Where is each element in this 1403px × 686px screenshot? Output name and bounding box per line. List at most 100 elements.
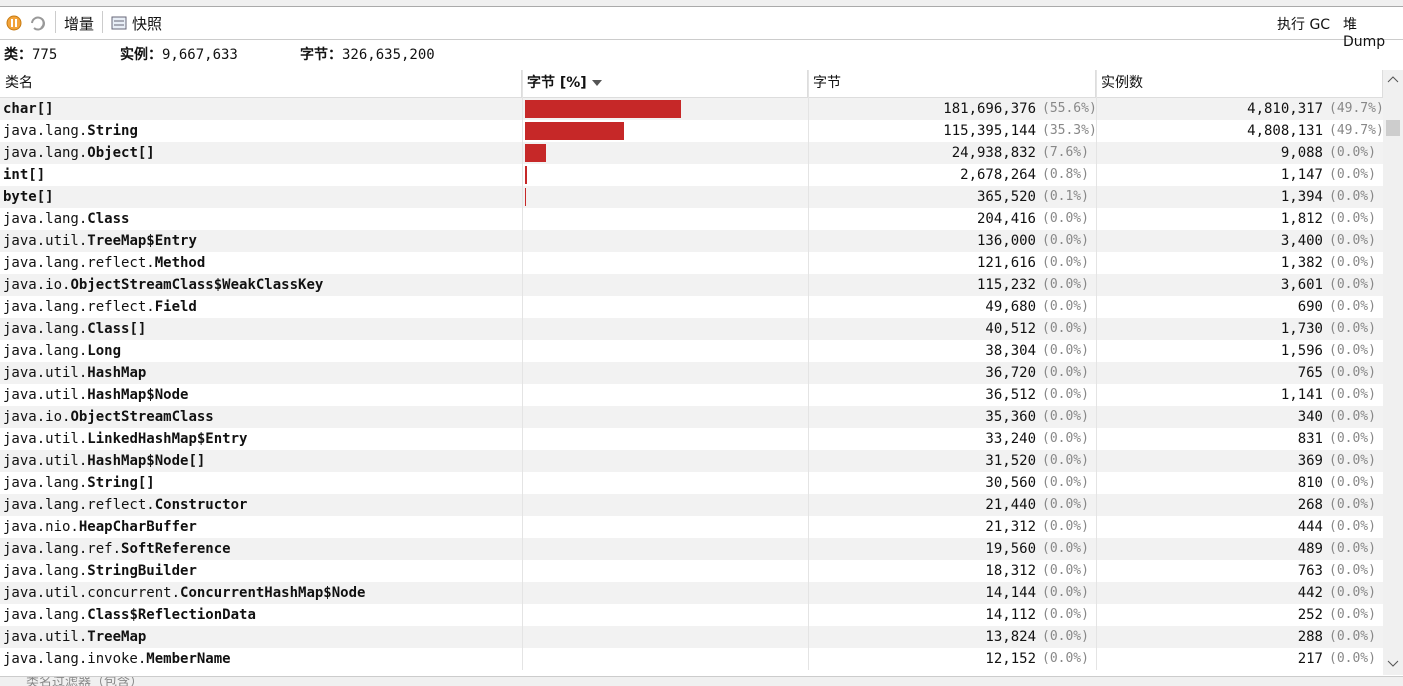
header-bytes[interactable]: 字节 [808, 70, 1096, 97]
table-header: 类名 字节 [%] 字节 实例数 [0, 70, 1383, 98]
table-row[interactable]: java.lang.Class$ReflectionData 14,112 (0.0… [0, 604, 1383, 626]
bytes-percent: (0.0%) [1042, 318, 1096, 340]
bytes-value: 24,938,832 [808, 142, 1036, 164]
package-name: java.lang. [3, 123, 87, 139]
table-row[interactable]: java.lang.reflect.Constructor 21,440 (0.0%… [0, 494, 1383, 516]
package-name: java.lang. [3, 563, 87, 579]
bytes-value: 21,440 [808, 494, 1036, 516]
bytes-value: 38,304 [808, 340, 1036, 362]
class-simple-name: ConcurrentHashMap$Node [180, 585, 365, 601]
class-simple-name: HashMap [87, 365, 146, 381]
instances-value: 763 [1096, 560, 1323, 582]
header-name[interactable]: 类名 [0, 70, 522, 97]
bytes-percent: (0.0%) [1042, 252, 1096, 274]
table-row[interactable]: int[]2,678,264(0.8%)1,147(0.0%) [0, 164, 1383, 186]
table-row[interactable]: java.util.HashMap$Node[]31,520(0.0%)369(… [0, 450, 1383, 472]
bytes-percent: (0.0%) [1042, 648, 1096, 670]
bytes-value: 19,560 [808, 538, 1036, 560]
instances-value: 340 [1096, 406, 1323, 428]
instances-value: 489 [1096, 538, 1323, 560]
bytes-percent: (0.0%) [1042, 604, 1096, 626]
column-separator [1096, 70, 1097, 670]
class-simple-name: StringBuilder [87, 563, 197, 579]
instances-percent: (0.0%) [1329, 208, 1383, 230]
class-simple-name: String[] [87, 475, 154, 491]
class-simple-name: ObjectStreamClass$WeakClassKey [70, 277, 323, 293]
class-name: java.lang.Class$ReflectionData [3, 604, 520, 626]
instances-value: 1,147 [1096, 164, 1323, 186]
table-row[interactable]: java.lang.Class[]40,512(0.0%)1,730(0.0%) [0, 318, 1383, 340]
instances-percent: (0.0%) [1329, 538, 1383, 560]
instances-percent: (0.0%) [1329, 626, 1383, 648]
instances-percent: (0.0%) [1329, 648, 1383, 670]
bytes-value: 14,112 [808, 604, 1036, 626]
snapshot-button[interactable]: 快照 [132, 13, 162, 34]
instances-percent: (0.0%) [1329, 318, 1383, 340]
class-simple-name: Class$ReflectionData [87, 607, 256, 623]
bytes-value: 13,824 [808, 626, 1036, 648]
table-row[interactable]: byte[]365,520(0.1%)1,394(0.0%) [0, 186, 1383, 208]
package-name: java.lang. [3, 145, 87, 161]
header-instances[interactable]: 实例数 [1096, 70, 1383, 97]
instances-value: 1,596 [1096, 340, 1323, 362]
instances-percent: (0.0%) [1329, 142, 1383, 164]
bytes-value: 49,680 [808, 296, 1036, 318]
delta-button[interactable]: 增量 [64, 13, 94, 34]
class-simple-name: HashMap$Node [87, 387, 188, 403]
package-name: java.util. [3, 453, 87, 469]
instances-value: 9,088 [1096, 142, 1323, 164]
class-name: java.lang.Long [3, 340, 520, 362]
class-name: char[] [3, 98, 520, 120]
instances-value: 690 [1096, 296, 1323, 318]
class-simple-name: String [87, 123, 138, 139]
table-row[interactable]: java.lang.Object[]24,938,832(7.6%)9,088(… [0, 142, 1383, 164]
class-name: java.util.HashMap$Node[] [3, 450, 520, 472]
instances-percent: (0.0%) [1329, 516, 1383, 538]
package-name: java.lang.reflect. [3, 255, 155, 271]
class-name: java.lang.ref.SoftReference [3, 538, 520, 560]
class-name: java.io.ObjectStreamClass [3, 406, 520, 428]
instances-value: 1,394 [1096, 186, 1323, 208]
instances-percent: (0.0%) [1329, 362, 1383, 384]
instances-value: 1,730 [1096, 318, 1323, 340]
package-name: java.io. [3, 409, 70, 425]
package-name: java.util. [3, 233, 87, 249]
class-simple-name: char[] [3, 101, 54, 117]
stat-value: 9,667,633 [162, 47, 238, 63]
table-row[interactable]: java.lang.ref.SoftReference 19,560 (0.0%) 4… [0, 538, 1383, 560]
class-simple-name: byte[] [3, 189, 54, 205]
bytes-value: 204,416 [808, 208, 1036, 230]
class-name: java.lang.reflect.Field [3, 296, 520, 318]
instances-percent: (0.0%) [1329, 494, 1383, 516]
table-row[interactable]: java.lang.String[]30,560(0.0%)810(0.0%) [0, 472, 1383, 494]
class-name: java.lang.reflect.Constructor [3, 494, 520, 516]
toolbar-icons[interactable] [6, 15, 48, 33]
bytes-percent: (0.0%) [1042, 626, 1096, 648]
bytes-bar [525, 122, 624, 140]
table-row[interactable]: char[]181,696,376(55.6%)4,810,317(49.7%) [0, 98, 1383, 120]
instances-value: 3,400 [1096, 230, 1323, 252]
scrollbar[interactable] [1383, 70, 1403, 675]
class-name: java.lang.String[] [3, 472, 520, 494]
header-bar[interactable]: 字节 [%] [522, 70, 808, 97]
gc-button[interactable]: 执行 GC [1277, 14, 1330, 34]
class-name: java.lang.invoke.MemberName [3, 648, 520, 670]
table-row[interactable]: java.util.concurrent.ConcurrentHashMap$N… [0, 582, 1383, 604]
header-text: 字节 [%] [527, 75, 587, 91]
heap-dump-button[interactable]: 堆 Dump [1343, 14, 1403, 50]
